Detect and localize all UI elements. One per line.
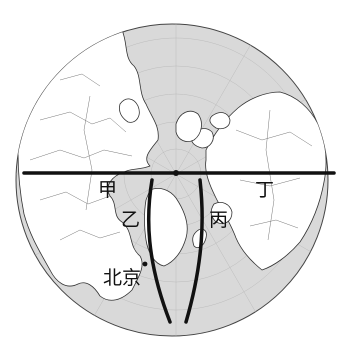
landmass-scandinavia — [119, 98, 140, 123]
label-yi: 乙 — [121, 209, 140, 231]
landmass-arctic-islands-2 — [209, 112, 231, 130]
label-bing: 丙 — [209, 209, 228, 231]
label-beijing: 北京 — [103, 267, 141, 289]
country-borders — [29, 73, 313, 241]
meridian-line-right — [184, 178, 204, 324]
landmass-eurasia-africa — [17, 27, 159, 301]
landmass-greenland — [175, 110, 202, 142]
label-ding: 丁 — [255, 179, 274, 201]
meridian-line-left — [146, 178, 172, 324]
landmass-alaska — [210, 202, 233, 224]
landmass-east-asia — [144, 188, 188, 267]
north-pole-dot — [173, 170, 179, 176]
beijing-dot — [142, 261, 148, 267]
label-jia: 甲 — [98, 179, 117, 201]
